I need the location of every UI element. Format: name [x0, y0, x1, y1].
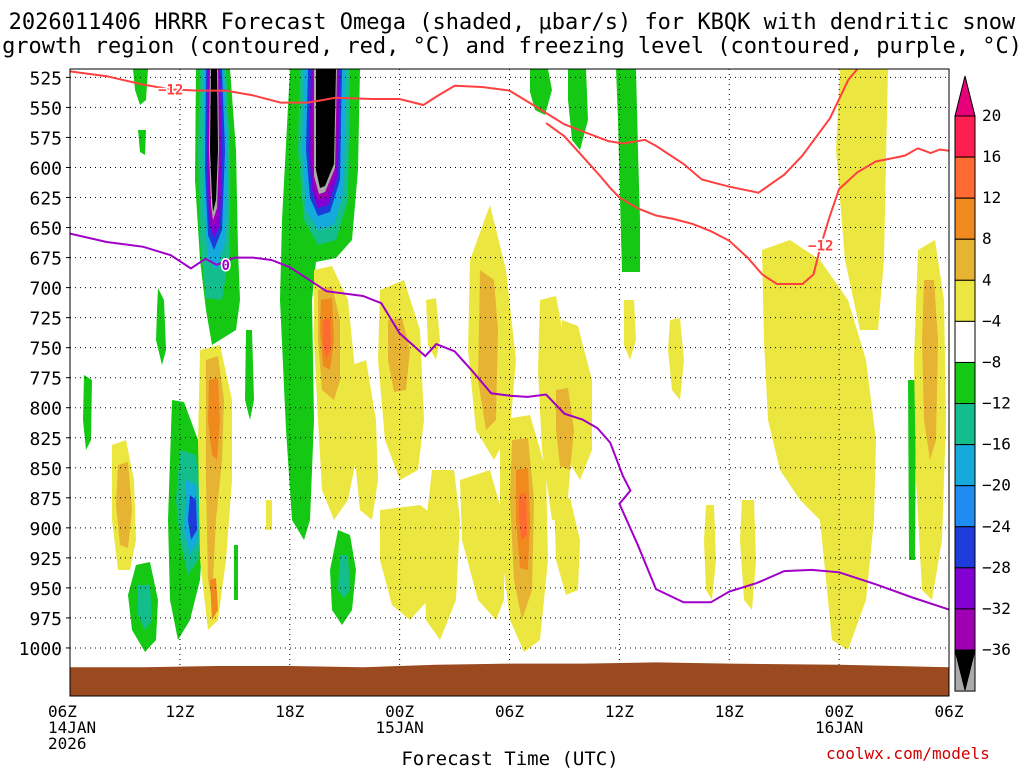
contour-line	[70, 69, 859, 194]
plot-frame	[69, 68, 950, 697]
colorbar-label: −8	[982, 352, 1001, 371]
contours	[70, 69, 949, 611]
contour-label: −12	[808, 239, 833, 255]
y-tick-label: 725	[29, 309, 62, 330]
y-tick-label: 900	[29, 519, 62, 540]
y-tick-label: 700	[29, 279, 62, 300]
contour-line	[545, 122, 949, 285]
contour-label: −12	[158, 82, 183, 98]
x-tick-label: 18Z	[275, 702, 304, 721]
y-tick-label: 600	[29, 158, 62, 179]
colorbar-label: −24	[982, 517, 1011, 536]
colorbar-label: −32	[982, 599, 1011, 618]
colorbar-swatch	[954, 279, 976, 322]
y-tick-label: 825	[29, 429, 62, 450]
colorbar-swatch	[954, 567, 976, 610]
chart-title-line-1: 2026011406 HRRR Forecast Omega (shaded, …	[8, 10, 1016, 35]
y-tick-label: 800	[29, 399, 62, 420]
y-tick-label: 850	[29, 459, 62, 480]
contour-labels: −12 −12 0	[157, 81, 835, 275]
x-tick-label: 18Z	[715, 702, 744, 721]
colorbar-swatch	[954, 197, 976, 240]
x-axis-title: Forecast Time (UTC)	[401, 748, 618, 768]
colorbar-label: −36	[982, 640, 1011, 659]
colorbar-label: −28	[982, 558, 1011, 577]
colorbar-swatch	[954, 156, 976, 199]
colorbar-swatch	[954, 320, 976, 363]
y-tick-label: 525	[29, 68, 62, 89]
y-tick-label: 1000	[19, 639, 62, 660]
x-tick-label: 06Z	[935, 702, 964, 721]
x-tick-label: 15JAN	[376, 718, 424, 737]
y-tick-label: 950	[29, 579, 62, 600]
y-tick-label: 625	[29, 189, 62, 210]
colorbar-swatch	[954, 485, 976, 528]
x-tick-label: 00Z	[825, 702, 854, 721]
colorbar-swatch	[954, 608, 976, 651]
colorbar-label: 4	[982, 270, 992, 289]
colorbar: 20 16 12 8 4 −4 −8 −12 −16 −20 −24 −28 −32 −36	[954, 75, 1011, 692]
x-tick-label: 2026	[48, 734, 87, 753]
gridlines	[66, 69, 950, 696]
y-axis-labels: 525 550 575 600 625 650 675 700 725 750 775 800 825 8…	[19, 68, 62, 660]
colorbar-top-arrow	[954, 75, 976, 117]
colorbar-bottom-arrow	[954, 649, 976, 691]
x-tick-label: 12Z	[605, 702, 634, 721]
x-tick-label: 12Z	[165, 702, 194, 721]
y-tick-label: 975	[29, 609, 62, 630]
y-tick-label: 775	[29, 369, 62, 390]
y-tick-label: 875	[29, 489, 62, 510]
colorbar-label: −12	[982, 394, 1011, 413]
y-tick-label: 550	[29, 98, 62, 119]
colorbar-swatch	[954, 526, 976, 569]
credit-link[interactable]: coolwx.com/models	[826, 744, 990, 763]
colorbar-label: −16	[982, 435, 1011, 454]
x-tick-label: 06Z	[48, 702, 77, 721]
colorbar-swatch	[954, 444, 976, 487]
colorbar-label: −20	[982, 476, 1011, 495]
x-tick-label: 00Z	[385, 702, 414, 721]
y-tick-label: 575	[29, 128, 62, 149]
chart-title-line-2: growth region (contoured, red, °C) and f…	[2, 34, 1022, 59]
y-tick-label: 650	[29, 219, 62, 240]
ground-surface	[70, 662, 949, 696]
contour-label: 0	[221, 258, 229, 274]
colorbar-swatch	[954, 115, 976, 158]
colorbar-label: −4	[982, 311, 1001, 330]
x-tick-label: 14JAN	[48, 718, 96, 737]
colorbar-swatch	[954, 361, 976, 405]
colorbar-swatch	[954, 403, 976, 446]
colorbar-label: 20	[982, 106, 1001, 125]
x-tick-label: 06Z	[495, 702, 524, 721]
y-tick-label: 925	[29, 549, 62, 570]
colorbar-label: 8	[982, 229, 992, 248]
colorbar-label: 12	[982, 188, 1001, 207]
omega-shaded-field	[83, 69, 946, 652]
colorbar-swatch	[954, 238, 976, 281]
y-tick-label: 750	[29, 339, 62, 360]
colorbar-label: 16	[982, 147, 1001, 166]
contour-line	[70, 232, 949, 611]
x-tick-label: 16JAN	[815, 718, 863, 737]
y-tick-label: 675	[29, 249, 62, 270]
